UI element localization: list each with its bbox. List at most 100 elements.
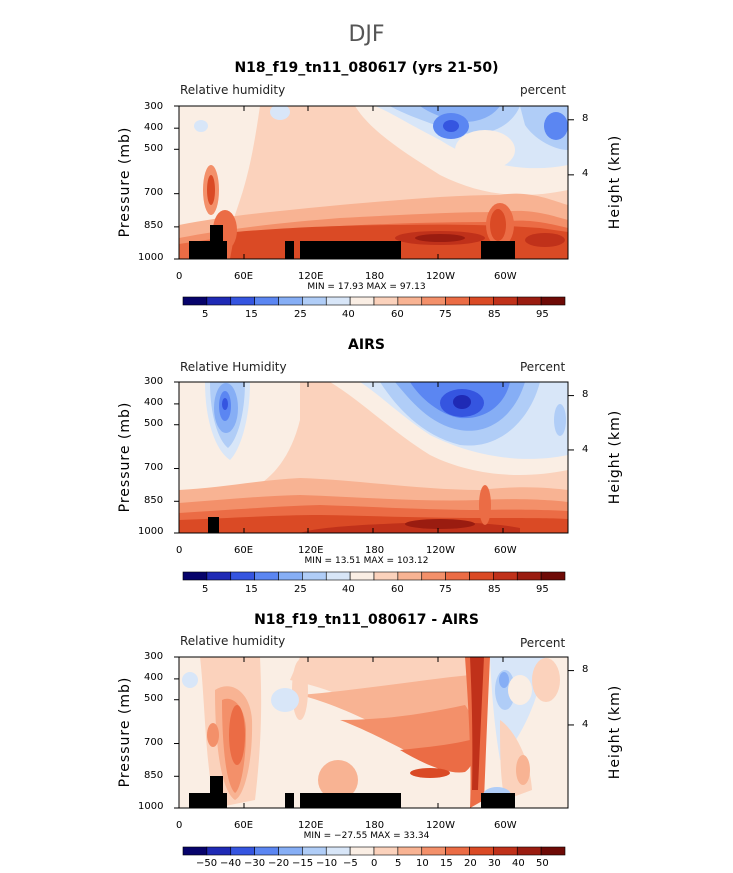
panel3-xtick-60W: 60W: [494, 820, 517, 831]
panel2-left-label: Relative Humidity: [180, 360, 287, 374]
panel1-ytick-400: 400: [144, 122, 164, 133]
colorbar-swatch: [516, 846, 542, 856]
colorbar-swatch: [230, 846, 255, 856]
colorbar-swatch: [349, 571, 375, 581]
panel2-title: AIRS: [348, 337, 385, 353]
colorbar-swatch: [206, 846, 232, 856]
colorbar-swatch: [302, 296, 327, 306]
colorbar-swatch: [540, 296, 566, 306]
panel3-stats: MIN = −27.55 MAX = 33.34: [303, 831, 430, 841]
colorbar-swatch: [397, 571, 423, 581]
panel3-ytick-300: 300: [144, 651, 164, 662]
figure-title: DJF: [348, 22, 385, 47]
panel1-cb-label: 40: [342, 309, 355, 320]
panel3-ytick-1000: 1000: [138, 801, 164, 812]
colorbar-swatch: [230, 296, 255, 306]
panel3-cb-label: −30: [244, 858, 266, 869]
colorbar-swatch: [349, 846, 375, 856]
panel2-htick-8: 8: [582, 389, 589, 400]
colorbar-swatch: [469, 846, 494, 856]
panel2-ytick-500: 500: [144, 418, 164, 429]
panel1-cb-label: 5: [202, 309, 209, 320]
colorbar-swatch: [302, 846, 327, 856]
panel3-cb-label: −15: [292, 858, 314, 869]
colorbar-swatch: [302, 571, 327, 581]
colorbar-swatch: [421, 571, 446, 581]
panel2-ytick-700: 700: [144, 462, 164, 473]
panel1-cb-label: 60: [391, 309, 404, 320]
panel2-ytick-1000: 1000: [138, 526, 164, 537]
colorbar-swatch: [325, 846, 351, 856]
colorbar-swatch: [254, 571, 279, 581]
panel1-title: N18_f19_tn11_080617 (yrs 21-50): [234, 60, 499, 76]
colorbar-swatch: [421, 846, 446, 856]
colorbar-swatch: [493, 296, 518, 306]
panel2-xtick-0: 0: [176, 545, 183, 556]
panel3-cb-label: −5: [343, 858, 358, 869]
panel3-xtick-0: 0: [176, 820, 183, 831]
colorbar-swatch: [421, 296, 446, 306]
panel3-cb-label: 20: [464, 858, 477, 869]
colorbar-swatch: [516, 296, 542, 306]
panel1-xtick-0: 0: [176, 271, 183, 282]
colorbar-swatch: [540, 846, 566, 856]
colorbar-swatch: [516, 571, 542, 581]
panel3-cb-label: 0: [371, 858, 378, 869]
colorbar-swatch: [373, 571, 399, 581]
panel3-htick-4: 4: [582, 719, 589, 730]
panel1-right-label: percent: [520, 83, 566, 97]
panel1-htick-4: 4: [582, 168, 589, 179]
panel2-cb-label: 40: [342, 584, 355, 595]
panel3-ytick-850: 850: [144, 770, 164, 781]
colorbar-swatch: [349, 296, 375, 306]
panel1-xtick-60W: 60W: [494, 271, 517, 282]
colorbar-swatch: [397, 296, 423, 306]
panel3-xtick-60E: 60E: [234, 820, 254, 831]
panel1-xtick-180: 180: [365, 271, 385, 282]
colorbar-swatch: [254, 296, 279, 306]
panel2-cb-label: 85: [488, 584, 501, 595]
panel3-cb-label: 30: [488, 858, 501, 869]
panel3-cb-label: −10: [316, 858, 338, 869]
panel3-cb-label: 40: [512, 858, 525, 869]
panel2-stats: MIN = 13.51 MAX = 103.12: [304, 556, 429, 566]
panel3-xtick-120E: 120E: [298, 820, 324, 831]
panel2-xtick-60W: 60W: [494, 545, 517, 556]
axis-ticks: [174, 105, 574, 809]
panel3-cb-label: −40: [220, 858, 242, 869]
panel3-xtick-120W: 120W: [426, 820, 455, 831]
panel1-cb-label: 75: [439, 309, 452, 320]
panel2-ytick-400: 400: [144, 397, 164, 408]
panel1-htick-8: 8: [582, 113, 589, 124]
colorbar-swatch: [230, 571, 255, 581]
panel2-ytick-850: 850: [144, 495, 164, 506]
panel1-xtick-60E: 60E: [234, 271, 254, 282]
panel1-xtick-120E: 120E: [298, 271, 324, 282]
colorbar-swatch: [540, 571, 566, 581]
panel3-cb-label: 10: [416, 858, 429, 869]
panel3-cb-label: 5: [395, 858, 402, 869]
colorbar-swatch: [254, 846, 279, 856]
panel2-right-label: Percent: [520, 360, 566, 374]
panel3-cb-label: 15: [440, 858, 453, 869]
panel3-ylabel-right: Height (km): [607, 684, 623, 780]
panel2-htick-4: 4: [582, 444, 589, 455]
colorbar-swatch: [397, 846, 423, 856]
panel3-xtick-180: 180: [365, 820, 385, 831]
colorbar-swatch: [278, 296, 303, 306]
panel2-cb-label: 75: [439, 584, 452, 595]
panel3-right-label: Percent: [520, 636, 566, 650]
panel3-left-label: Relative humidity: [180, 634, 286, 648]
colorbar-swatch: [206, 296, 232, 306]
panel2-ylabel: Pressure (mb): [117, 401, 133, 513]
panel2-ylabel-right: Height (km): [607, 409, 623, 505]
panel2-cb-label: 60: [391, 584, 404, 595]
panel2-xtick-120W: 120W: [426, 545, 455, 556]
panel1-cb-label: 85: [488, 309, 501, 320]
panel3-title: N18_f19_tn11_080617 - AIRS: [254, 612, 479, 628]
panel1-ytick-300: 300: [144, 101, 164, 112]
colorbar-swatch: [445, 296, 470, 306]
colorbar-swatch: [493, 571, 518, 581]
colorbars: [182, 296, 566, 856]
